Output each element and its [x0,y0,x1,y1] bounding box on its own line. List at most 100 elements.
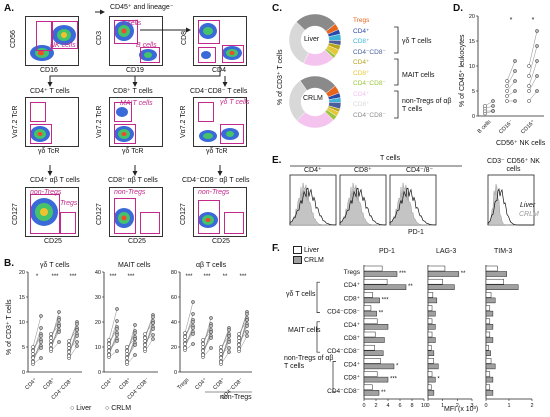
f-bar-liver-2-3 [485,305,491,311]
f-bar-crlm-2-1 [485,284,519,290]
d-liver-2-3 [527,74,531,78]
gate-r3-3a [198,200,220,234]
panel-b-title-2: MAIT cells [118,262,151,269]
b-point-crlm-2-2-0 [227,350,231,354]
b-pair-line-0-1-5 [50,325,60,335]
b-point-crlm-2-2-8 [227,334,231,338]
f-bar-crlm-2-4 [485,324,494,330]
b-point-liver-2-3-7 [237,336,241,340]
f-bar-liver-1-2 [427,292,434,298]
f-bar-liver-1-8 [427,371,433,377]
gate-label-mait: MAIT cells [120,100,153,107]
gate-cd8 [198,20,220,44]
b-star-2-0: *** [185,274,193,280]
f-ticklabel-2-1: 1 [507,403,510,409]
legend-entry-4: CD4⁺ [353,59,370,66]
b-point-crlm-1-1-8 [133,337,137,341]
b-pair-line-2-3-7 [238,313,248,339]
b-pair-line-2-3-8 [238,319,248,350]
panel-c-donuts [288,13,342,129]
flow-plot-cd127-cd25-1 [25,187,79,237]
f-bar-liver-0-2 [363,292,373,298]
b-point-crlm-2-3-0 [245,334,249,338]
b-pair-line-2-3-3 [238,317,248,349]
f-bar-liver-2-1 [485,278,504,285]
panel-e-header-line [290,165,462,167]
b-point-crlm-0-1-7 [57,318,61,322]
b-pair-line-2-0-6 [184,333,194,345]
e-hist-liver-1 [339,187,387,226]
b-pair-line-0-2-6 [68,335,78,353]
f-ticklabel-0-2: 4 [386,403,389,409]
f-star-0-2: *** [382,297,390,303]
legend-entry-9: CD4⁻CD8⁻ [353,111,386,119]
b-ticklabel-2-2: 40 [171,320,177,326]
panel-e-xlabel: PD-1 [408,229,424,236]
d-liver-0-3 [483,104,487,108]
f-rowlabel-0: Tregs [344,269,361,276]
b-pair-line-0-1-7 [50,319,60,339]
gate-r2-3a [220,124,244,144]
b-star-2-1: *** [203,274,211,280]
d-liver-1-1 [505,94,509,98]
b-ticklabel-0-1: 5 [22,345,25,351]
panel-b-scatter: 05101520CD4⁺*CD8⁺***CD4⁻CD8⁻***010203040… [19,270,252,401]
f-star-0-9: ** [381,390,386,396]
gate-r3-3b [224,212,244,234]
b-point-liver-1-0-8 [107,353,111,357]
panel-b-subgroup: non-Tregs [220,394,252,401]
b-point-crlm-0-2-7 [75,322,79,326]
gate-r2-1b [30,102,46,122]
f-star-0-1: ** [408,284,413,290]
gate-label-tregs: Tregs [60,200,78,207]
b-star-0-0: * [36,274,39,280]
f-bar-crlm-2-2 [485,297,496,304]
donut-label-liver: Liver [304,36,320,43]
b-pair-line-1-0-5 [108,308,118,341]
b-point-crlm-2-3-4 [245,330,249,334]
b-pair-line-0-0-6 [32,347,42,359]
b-point-crlm-1-1-7 [133,331,137,335]
f-ticklabel-1-2: 2 [456,403,459,409]
b-pair-line-0-2-7 [68,323,78,346]
b-point-liver-1-1-7 [125,349,129,353]
panel-f-xlabel: MFI (x 10³) [444,406,479,413]
panel-b-legend-crlm: ○ CRLM [105,405,132,412]
axis-x-cd19: CD19 [126,67,144,74]
b-point-crlm-2-3-8 [245,318,249,322]
b-ticklabel-1-2: 20 [95,320,101,326]
f-bar-liver-2-4 [485,318,491,325]
b-pair-line-2-2-3 [220,333,230,362]
f-bar-liver-0-7 [363,358,381,364]
b-star-1-0: *** [109,274,117,280]
f-bar-crlm-0-0 [363,271,398,277]
d-liver-1-2 [505,89,509,93]
f-ticklabel-0-0: 0 [362,403,365,409]
b-pair-line-2-1-6 [202,337,212,352]
row2-title-1: CD4⁺ T cells [30,88,70,95]
donut-liver-slice-9 [296,13,336,32]
b-ticklabel-1-4: 40 [95,270,101,276]
b-point-liver-1-1-8 [125,360,129,364]
b-pair-line-2-2-7 [220,329,230,352]
f-ticklabel-0-4: 8 [410,403,413,409]
b-ticklabel-0-3: 15 [19,295,25,301]
f-bracket-nontregs [332,361,336,393]
b-point-liver-0-1-8 [49,347,53,351]
panel-e-legend-liver: Liver [520,202,536,209]
f-bar-crlm-2-6 [485,350,491,356]
b-point-liver-2-0-7 [183,335,187,339]
flow-plot-cd8-cd4 [193,16,247,66]
b-pair-line-2-0-8 [184,327,194,349]
row3-title-1: CD4⁺ αβ T cells [30,177,80,184]
gate-r2-1a [30,124,52,144]
d-crlm-2-1 [535,74,539,78]
f-rowlabel-8: CD8⁺ [344,375,361,382]
f-bar-crlm-0-6 [363,350,384,356]
e-hist-liver-2 [389,187,437,226]
f-bar-liver-1-1 [427,278,443,285]
b-point-crlm-1-0-4 [115,319,119,323]
f-bar-crlm-2-8 [485,376,494,383]
f-bar-liver-0-4 [363,318,378,325]
